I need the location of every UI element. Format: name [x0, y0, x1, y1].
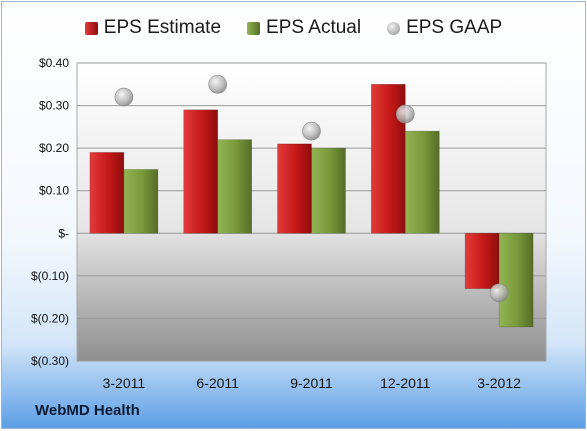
bar-eps-estimate [89, 152, 125, 234]
y-tick-label: $(0.30) [31, 354, 69, 368]
bar-eps-actual [217, 139, 252, 234]
bar-eps-actual [404, 130, 440, 234]
y-tick-label: $0.40 [39, 56, 69, 70]
x-tick-label: 12-2011 [380, 375, 431, 391]
bar-eps-estimate [277, 143, 312, 234]
gaap-swatch-icon [387, 21, 401, 35]
x-axis-ticks: 3-2011 6-2011 9-2011 12-2011 3-2012 [103, 375, 521, 391]
point-eps-gaap [302, 121, 321, 141]
x-tick-label: 6-2011 [196, 375, 239, 391]
point-eps-gaap [395, 104, 415, 124]
legend-estimate-label: EPS Estimate [103, 17, 222, 38]
gaap-points [114, 74, 509, 303]
y-tick-label: $- [58, 226, 69, 240]
y-tick-label: $(0.10) [31, 269, 69, 283]
bar-eps-actual [498, 232, 534, 328]
x-tick-label: 3-2011 [103, 375, 146, 391]
bar-eps-actual [123, 169, 159, 234]
point-eps-gaap [489, 283, 509, 303]
legend-item-gaap: EPS GAAP [387, 17, 502, 39]
actual-swatch-icon [247, 21, 261, 35]
bars [89, 83, 534, 328]
point-eps-gaap [114, 87, 134, 107]
x-tick-label: 9-2011 [290, 375, 333, 391]
legend-gaap-label: EPS GAAP [406, 17, 503, 38]
y-tick-label: $0.10 [39, 184, 69, 198]
y-tick-label: $(0.20) [31, 311, 69, 325]
point-eps-gaap [208, 74, 227, 94]
y-axis-ticks: $0.40 $0.30 $0.20 $0.10 $- $(0.10) $(0.20) $(0.… [31, 56, 69, 368]
estimate-swatch-icon [84, 21, 98, 35]
company-name: WebMD Health [35, 402, 140, 419]
bar-eps-actual [311, 147, 346, 234]
legend: EPS Estimate EPS Actual EPS GAAP [2, 17, 585, 39]
y-tick-label: $0.20 [39, 141, 69, 155]
legend-actual-label: EPS Actual [266, 17, 362, 38]
bar-eps-estimate [464, 232, 500, 289]
legend-item-actual: EPS Actual [247, 17, 361, 39]
bar-eps-estimate [183, 109, 218, 234]
legend-item-estimate: EPS Estimate [84, 17, 222, 39]
y-tick-label: $0.30 [39, 99, 69, 113]
x-tick-label: 3-2012 [477, 375, 521, 391]
